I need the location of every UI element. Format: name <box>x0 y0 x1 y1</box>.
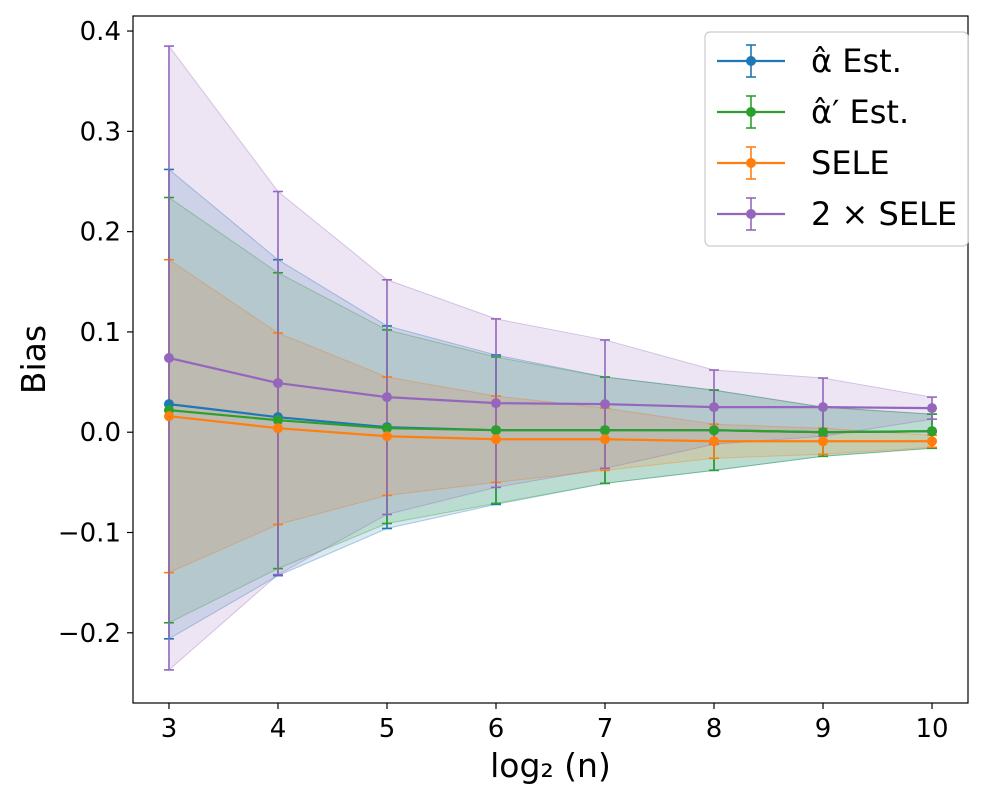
point-s3-x5 <box>381 392 392 403</box>
point-s3-x10 <box>927 403 938 414</box>
point-s1-x5 <box>381 423 392 434</box>
point-s2-x10 <box>927 436 938 447</box>
point-s1-x4 <box>272 415 283 426</box>
x-tick-label-3: 3 <box>161 714 178 744</box>
point-s3-x7 <box>600 399 611 410</box>
line-series-3 <box>168 356 933 410</box>
line-series-1 <box>168 409 933 434</box>
y-tick-label-5: 0.3 <box>80 117 121 147</box>
legend-label-3: 2 × SELE <box>811 195 957 233</box>
point-s2-x3 <box>163 411 174 422</box>
x-axis-label: log₂ (n) <box>490 746 611 785</box>
y-tick-label-3: 0.1 <box>80 318 121 348</box>
point-s2-x6 <box>490 434 501 445</box>
legend-item-2: SELE <box>717 144 890 182</box>
series-lines <box>168 356 933 443</box>
point-s3-x8 <box>709 402 720 413</box>
point-s1-x6 <box>490 425 501 436</box>
x-axis-ticks: 3 4 5 6 7 8 9 10 <box>161 703 949 744</box>
point-s1-x8 <box>709 425 720 436</box>
y-tick-label-1: −0.1 <box>58 519 121 549</box>
x-tick-label-7: 7 <box>597 714 614 744</box>
point-s2-x5 <box>381 431 392 442</box>
legend-item-1: α̂′ Est. <box>717 93 909 131</box>
x-tick-label-8: 8 <box>706 714 723 744</box>
legend: α̂ Est. α̂′ Est. SELE 2 × SELE <box>704 31 969 247</box>
y-tick-label-6: 0.4 <box>80 17 121 47</box>
point-s3-x9 <box>818 402 829 413</box>
series-points <box>163 352 938 447</box>
point-s1-x9 <box>818 427 829 438</box>
point-s1-x10 <box>927 426 938 437</box>
y-axis-label: Bias <box>14 325 53 394</box>
legend-label-1: α̂′ Est. <box>811 93 909 131</box>
legend-label-2: SELE <box>811 144 890 182</box>
legend-label-0: α̂ Est. <box>811 42 902 80</box>
x-tick-label-10: 10 <box>915 714 948 744</box>
y-tick-label-4: 0.2 <box>80 218 121 248</box>
point-s1-x7 <box>600 425 611 436</box>
y-axis-ticks: −0.2 −0.1 0.0 0.1 0.2 0.3 0.4 <box>58 17 133 649</box>
x-tick-label-4: 4 <box>270 714 287 744</box>
point-s2-x8 <box>709 436 720 447</box>
point-s3-x6 <box>490 398 501 409</box>
x-tick-label-6: 6 <box>488 714 505 744</box>
x-tick-label-9: 9 <box>815 714 832 744</box>
plot-frame <box>132 15 969 704</box>
point-s3-x4 <box>272 378 283 389</box>
line-series-2 <box>168 415 933 443</box>
y-tick-label-0: −0.2 <box>58 619 121 649</box>
point-s3-x3 <box>163 352 174 363</box>
legend-item-0: α̂ Est. <box>717 42 902 80</box>
legend-item-3: 2 × SELE <box>717 195 957 233</box>
point-s2-x7 <box>600 434 611 445</box>
point-s2-x4 <box>272 423 283 434</box>
legend-box <box>704 31 969 247</box>
y-tick-label-2: 0.0 <box>80 418 121 448</box>
x-tick-label-5: 5 <box>379 714 396 744</box>
point-s2-x9 <box>818 436 829 447</box>
